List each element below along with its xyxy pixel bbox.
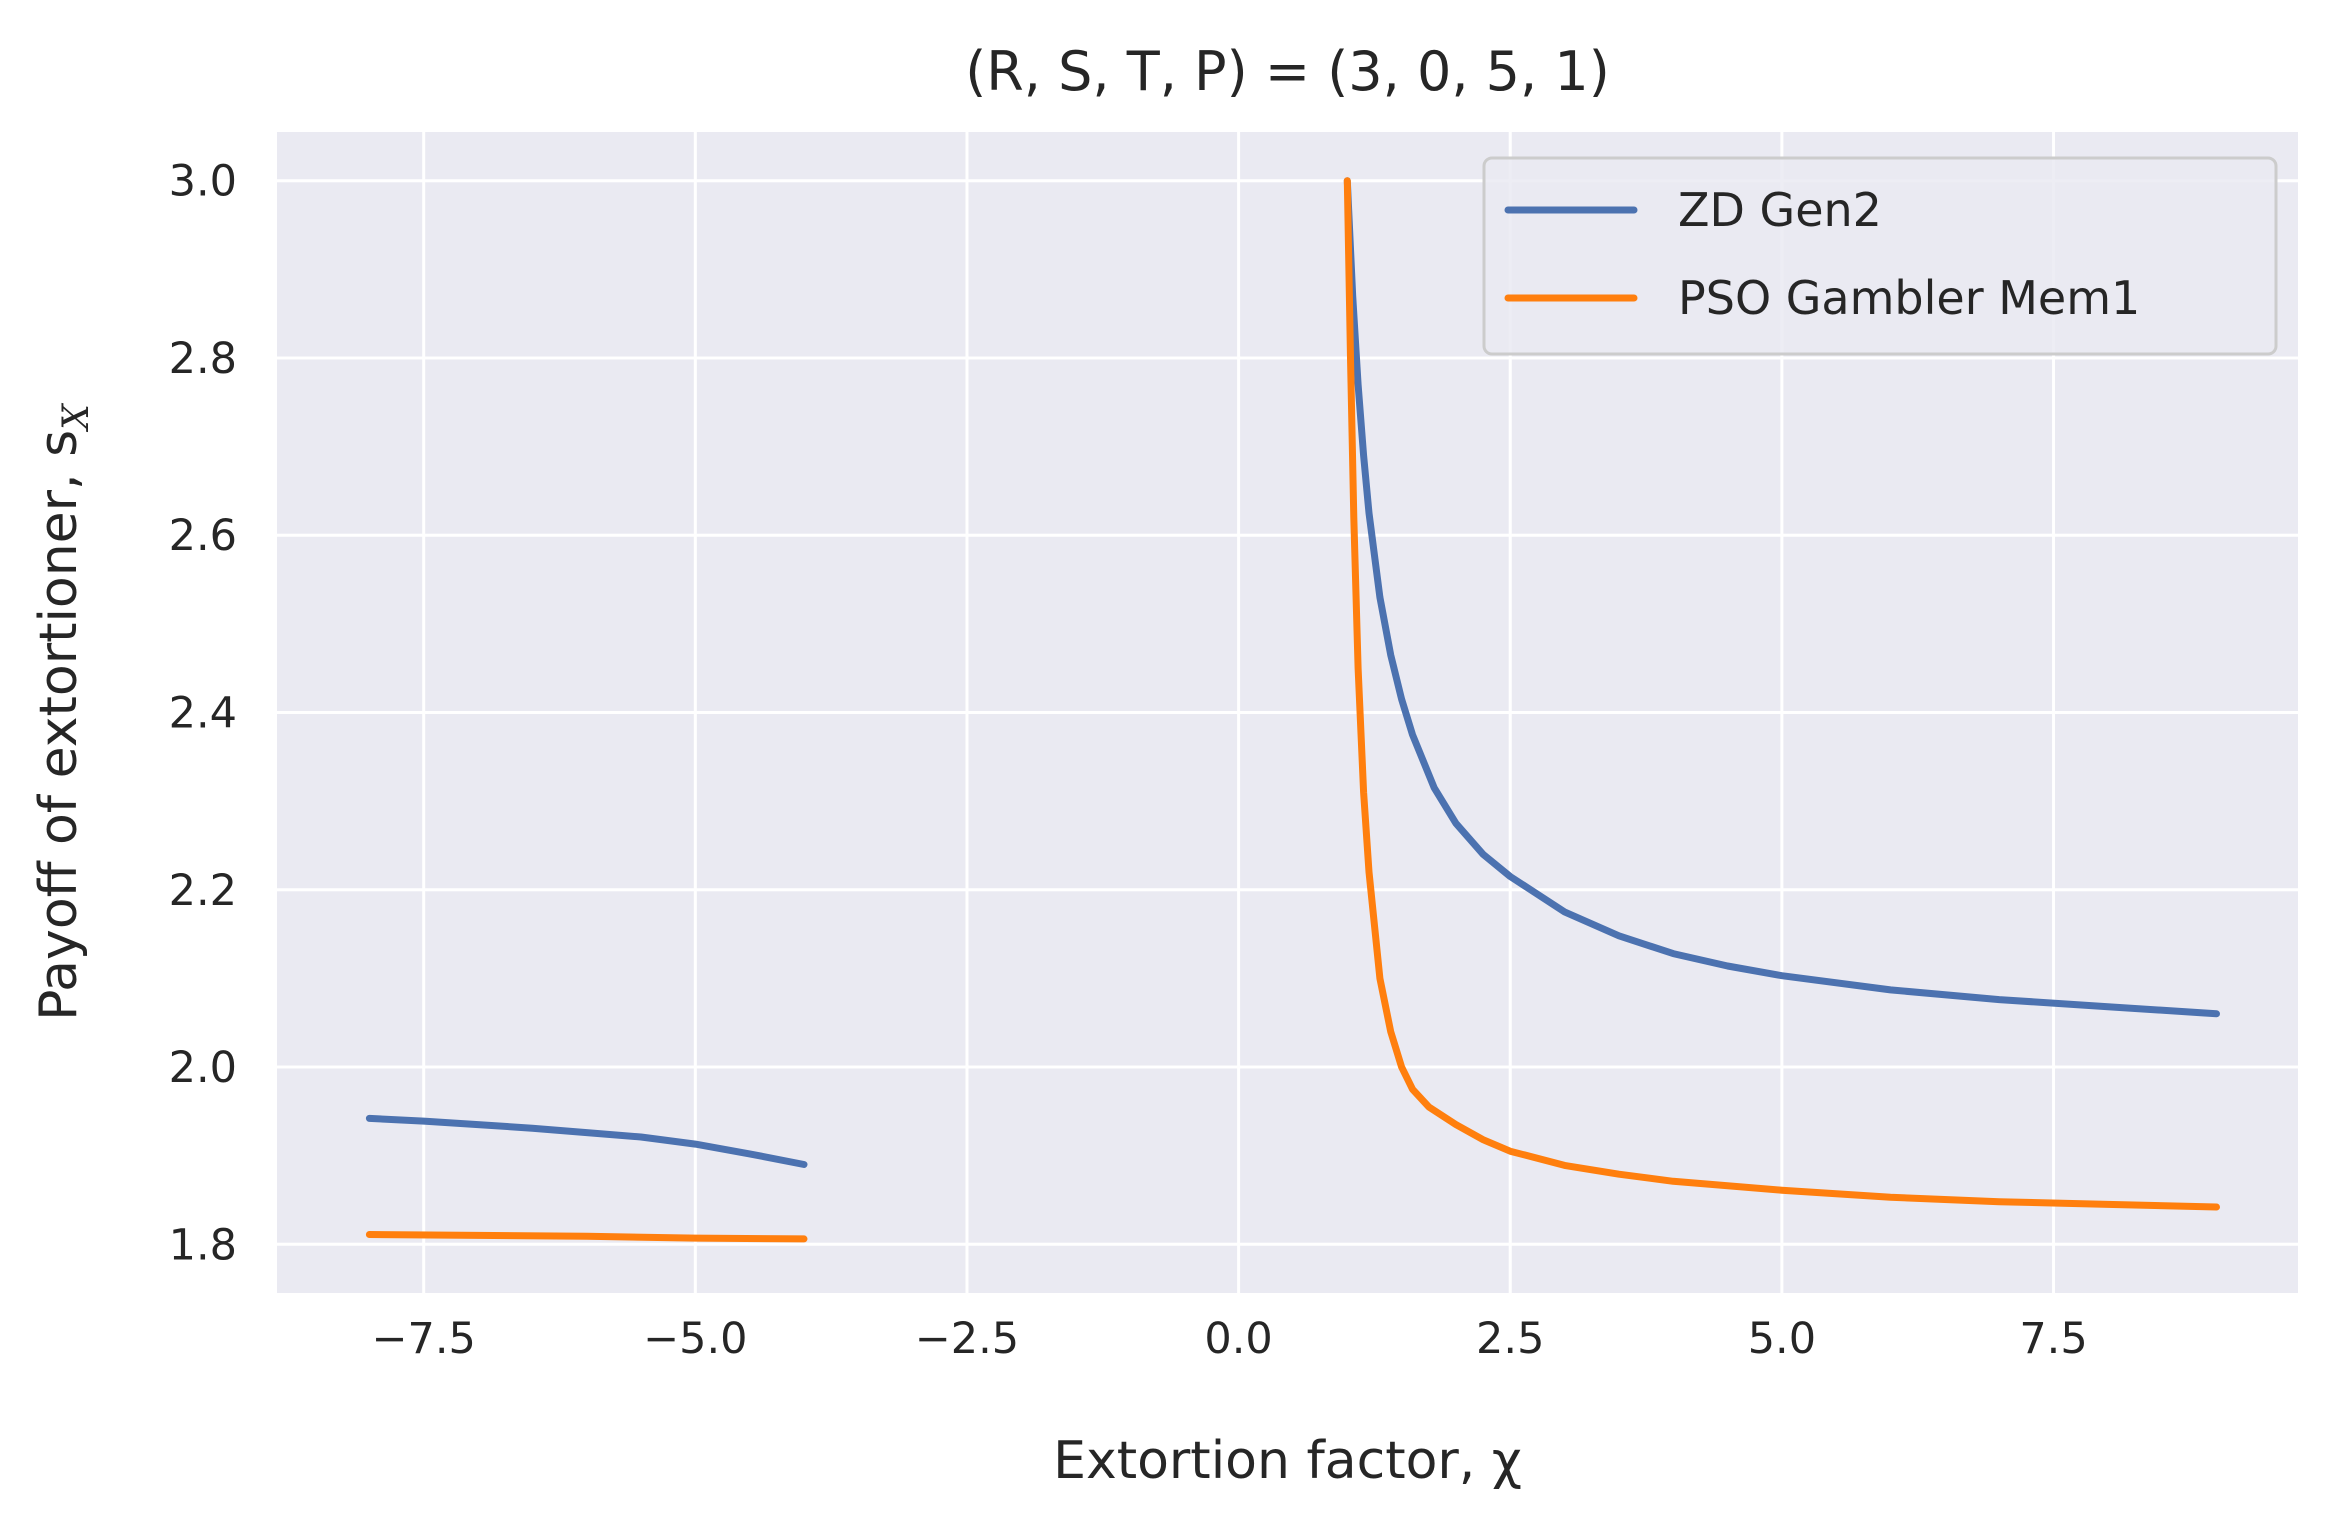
legend: ZD Gen2 PSO Gambler Mem1 xyxy=(1482,156,2278,356)
x-tick-label: 5.0 xyxy=(1748,1314,1816,1364)
series-line-pso-gambler-mem1 xyxy=(365,1231,808,1243)
y-tick-label: 2.0 xyxy=(169,1043,237,1093)
y-tick-label: 2.4 xyxy=(169,689,237,739)
chart-title: (R, S, T, P) = (3, 0, 5, 1) xyxy=(965,40,1610,103)
y-tick-label: 2.2 xyxy=(169,866,237,916)
y-tick-label: 1.8 xyxy=(169,1220,237,1270)
y-axis-label-main: Payoff of extortioner, s xyxy=(29,430,89,1021)
legend-label: PSO Gambler Mem1 xyxy=(1678,271,2140,325)
series-line-zd-gen2 xyxy=(365,1114,808,1168)
series-line-pso-gambler-mem1 xyxy=(1343,177,2220,1211)
y-tick-label: 2.8 xyxy=(169,334,237,384)
y-tick-label: 3.0 xyxy=(169,157,237,207)
x-tick-label: 2.5 xyxy=(1476,1314,1544,1364)
x-axis-label: Extortion factor, χ xyxy=(1053,1431,1522,1491)
y-axis-label-subscript: X xyxy=(56,403,97,433)
legend-label: ZD Gen2 xyxy=(1678,183,1882,237)
grid-lines xyxy=(277,132,2298,1293)
y-axis-label: Payoff of extortioner, sX xyxy=(29,403,97,1021)
x-tick-label: 7.5 xyxy=(2019,1314,2087,1364)
x-tick-labels: −7.5 −5.0 −2.5 0.0 2.5 5.0 7.5 xyxy=(371,1314,2087,1364)
legend-items: ZD Gen2 PSO Gambler Mem1 xyxy=(1504,183,2140,325)
x-tick-label: 0.0 xyxy=(1204,1314,1272,1364)
y-tick-label: 2.6 xyxy=(169,511,237,561)
series-lines xyxy=(365,177,2220,1243)
y-tick-labels: 1.8 2.0 2.2 2.4 2.6 2.8 3.0 xyxy=(169,157,237,1271)
x-tick-label: −2.5 xyxy=(915,1314,1019,1364)
x-tick-label: −7.5 xyxy=(371,1314,475,1364)
series-line-zd-gen2 xyxy=(1343,177,2220,1018)
x-tick-label: −5.0 xyxy=(643,1314,747,1364)
legend-box xyxy=(1482,156,2278,356)
